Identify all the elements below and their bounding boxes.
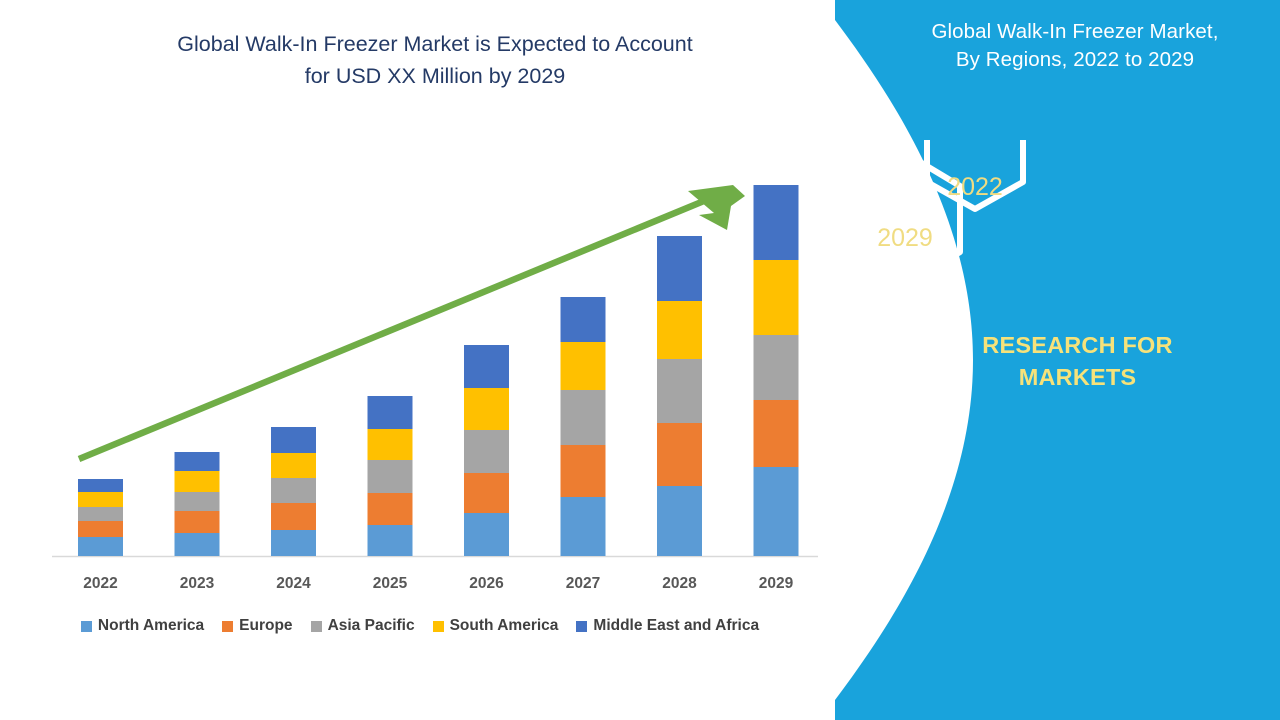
- bar-segment: [78, 479, 123, 492]
- chart-legend: North America Europe Asia Pacific South Ame…: [0, 617, 840, 635]
- bar-segment: [657, 359, 702, 423]
- legend-swatch-icon: [222, 620, 234, 632]
- page-title-line-2: for USD XX Million by 2029: [304, 64, 566, 89]
- chart-canvas: [52, 185, 818, 558]
- x-tick-label-2028: 2028: [662, 575, 697, 592]
- x-tick-label-2026: 2026: [469, 575, 504, 592]
- hexagon-2029-outline: [847, 150, 963, 288]
- bar-segment: [174, 452, 220, 471]
- legend-label: Asia Pacific: [327, 617, 415, 634]
- bar-segment: [753, 467, 799, 556]
- bar-segment: [464, 473, 509, 513]
- brand-panel: Global Walk-In Freezer Market, By Region…: [835, 0, 1280, 720]
- bar-segment: [367, 396, 413, 429]
- legend-item[interactable]: South America: [432, 617, 559, 635]
- legend-label: South America: [449, 617, 559, 634]
- hexagon-2022-outline: [924, 140, 1026, 212]
- brand-name: RESEARCH FOR MARKETS: [880, 330, 1275, 394]
- bar-segment: [367, 429, 413, 460]
- bar-segment: [560, 342, 606, 390]
- bar-segment: [78, 537, 123, 556]
- legend-swatch-icon: [310, 620, 322, 632]
- bar-segment: [174, 471, 220, 492]
- bar-segment: [367, 460, 413, 493]
- x-tick-label-2029: 2029: [758, 575, 794, 592]
- hexagon-badges: 2029 2022: [847, 140, 1026, 288]
- legend-item[interactable]: Europe: [222, 617, 293, 635]
- bar-segment: [367, 525, 413, 556]
- brand-name-line-1: RESEARCH FOR: [982, 332, 1173, 358]
- bar-segment: [271, 478, 316, 503]
- bar-group-2029: [753, 185, 799, 556]
- bar-segment: [560, 390, 606, 445]
- legend-label: North America: [97, 617, 205, 634]
- bar-segment: [271, 453, 316, 478]
- legend-item[interactable]: Asia Pacific: [310, 617, 415, 635]
- bar-segment: [657, 236, 702, 301]
- bar-segment: [657, 301, 702, 359]
- bar-segment: [78, 507, 123, 521]
- panel-title-line-1: Global Walk-In Freezer Market,: [931, 20, 1219, 43]
- bar-group-2025: [367, 396, 413, 556]
- bar-segment: [753, 400, 799, 467]
- bar-group-2027: [560, 297, 606, 556]
- legend-label: Middle East and Africa: [593, 617, 760, 634]
- brand-name-line-2: MARKETS: [1018, 363, 1137, 390]
- x-tick-label-2025: 2025: [372, 575, 408, 592]
- bar-segment: [753, 335, 799, 400]
- bar-segment: [657, 423, 702, 486]
- bar-segment: [271, 503, 316, 530]
- bar-segment: [657, 486, 702, 556]
- bar-group-2024: [271, 427, 316, 556]
- x-axis-tick-labels: 2022 2023 2024 2025 2026 2027 2028 2029: [0, 575, 840, 601]
- bar-segment: [367, 493, 413, 525]
- bar-segment: [271, 427, 316, 453]
- panel-title-line-2: By Regions, 2022 to 2029: [955, 48, 1195, 72]
- bar-segment: [78, 492, 123, 507]
- panel-title: Global Walk-In Freezer Market, By Region…: [875, 18, 1275, 75]
- bar-segment: [174, 492, 220, 511]
- trend-arrow-icon: [77, 185, 745, 463]
- legend-swatch-icon: [432, 620, 444, 632]
- x-tick-label-2023: 2023: [179, 575, 215, 592]
- x-tick-label-2024: 2024: [276, 575, 311, 592]
- bar-group-2026: [464, 345, 509, 556]
- hexagon-2022-label: 2022: [947, 173, 1003, 201]
- legend-swatch-icon: [576, 620, 588, 632]
- bar-segment: [174, 533, 220, 556]
- x-tick-label-2027: 2027: [565, 575, 601, 592]
- x-tick-label-2022: 2022: [83, 575, 118, 592]
- bar-segment: [560, 297, 606, 342]
- bar-segment: [464, 513, 509, 556]
- bar-segment: [271, 530, 316, 556]
- bar-segment: [464, 388, 509, 430]
- stacked-bar-chart: 2022 2023 2024 2025 2026 2027 2028 2029 North A…: [0, 185, 840, 635]
- bar-group-2023: [174, 452, 220, 556]
- bar-segment: [464, 430, 509, 473]
- hexagon-2029-label: 2029: [877, 224, 933, 252]
- bar-segment: [78, 521, 123, 537]
- legend-item[interactable]: North America: [80, 617, 205, 635]
- bar-segment: [753, 185, 799, 260]
- legend-swatch-icon: [80, 620, 92, 632]
- bar-group-2022: [78, 479, 123, 556]
- bar-segment: [560, 497, 606, 556]
- bar-group-2028: [657, 236, 702, 556]
- bar-segment: [464, 345, 509, 388]
- page-title: Global Walk-In Freezer Market is Expecte…: [60, 28, 810, 93]
- bar-segment: [560, 445, 606, 497]
- bar-segment: [753, 260, 799, 335]
- bar-segment: [174, 511, 220, 533]
- legend-item[interactable]: Middle East and Africa: [576, 617, 759, 635]
- legend-label: Europe: [239, 617, 293, 634]
- page-title-line-1: Global Walk-In Freezer Market is Expecte…: [177, 32, 693, 56]
